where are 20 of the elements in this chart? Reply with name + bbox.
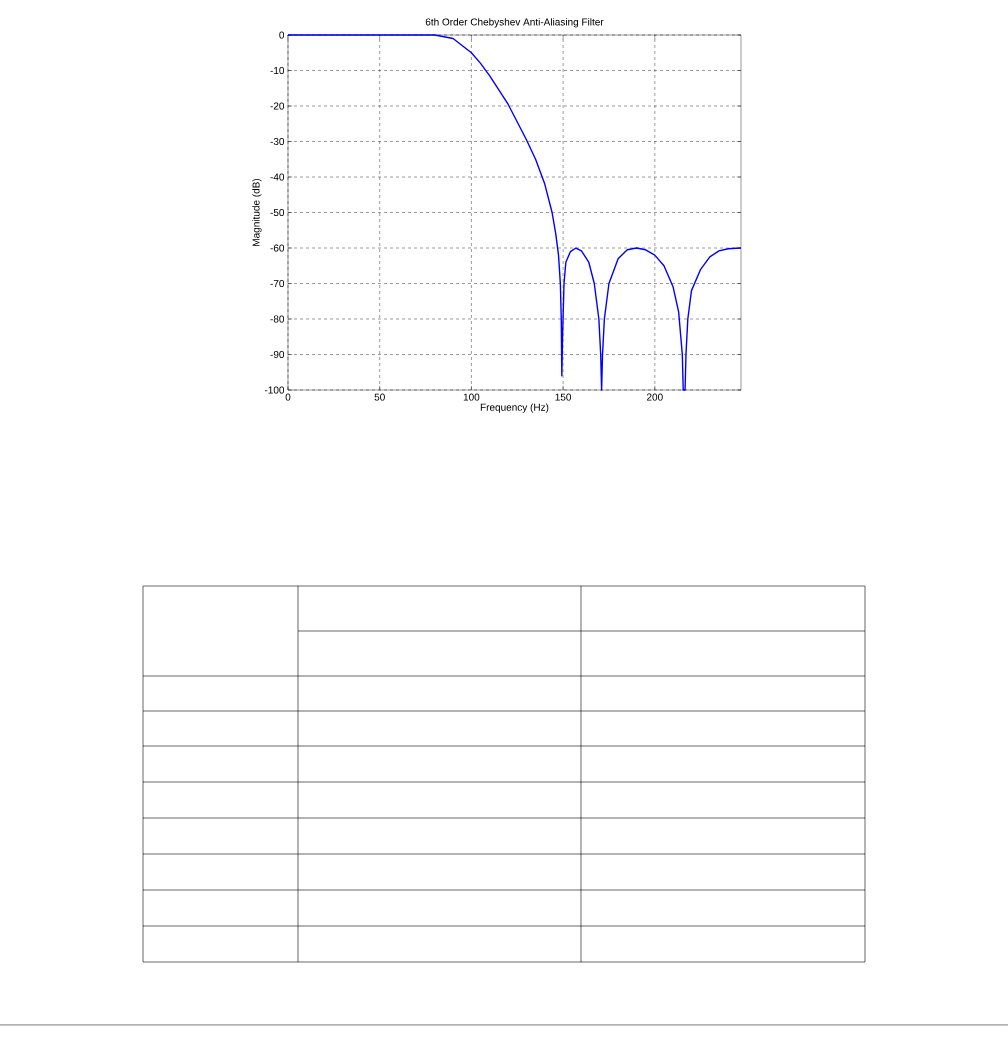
x-tick-label: 100 bbox=[463, 393, 480, 401]
line-series bbox=[287, 34, 742, 391]
y-axis-title: Magnitude (dB) bbox=[252, 178, 262, 246]
chart-title: 6th Order Chebyshev Anti-Aliasing Filter bbox=[425, 18, 604, 28]
y-tick-label: -10 bbox=[270, 66, 285, 75]
y-tick-label: -70 bbox=[270, 279, 285, 288]
x-tick-label: 200 bbox=[646, 393, 663, 401]
y-tick-label: -50 bbox=[270, 208, 285, 217]
x-tick-label: 50 bbox=[374, 393, 385, 401]
y-tick-label: -20 bbox=[270, 102, 285, 110]
y-tick-label: -30 bbox=[270, 137, 285, 146]
y-tick-label: -60 bbox=[270, 244, 285, 252]
y-tick-label: 0 bbox=[279, 31, 285, 39]
y-tick-label: -90 bbox=[270, 350, 285, 359]
x-axis-title: Frequency (Hz) bbox=[480, 403, 549, 413]
x-tick-label: 150 bbox=[555, 393, 572, 401]
y-tick-label: -100 bbox=[264, 386, 285, 394]
y-tick-label: -40 bbox=[270, 173, 285, 181]
y-tick-label: -80 bbox=[270, 315, 285, 323]
x-tick-label: 0 bbox=[285, 393, 291, 401]
